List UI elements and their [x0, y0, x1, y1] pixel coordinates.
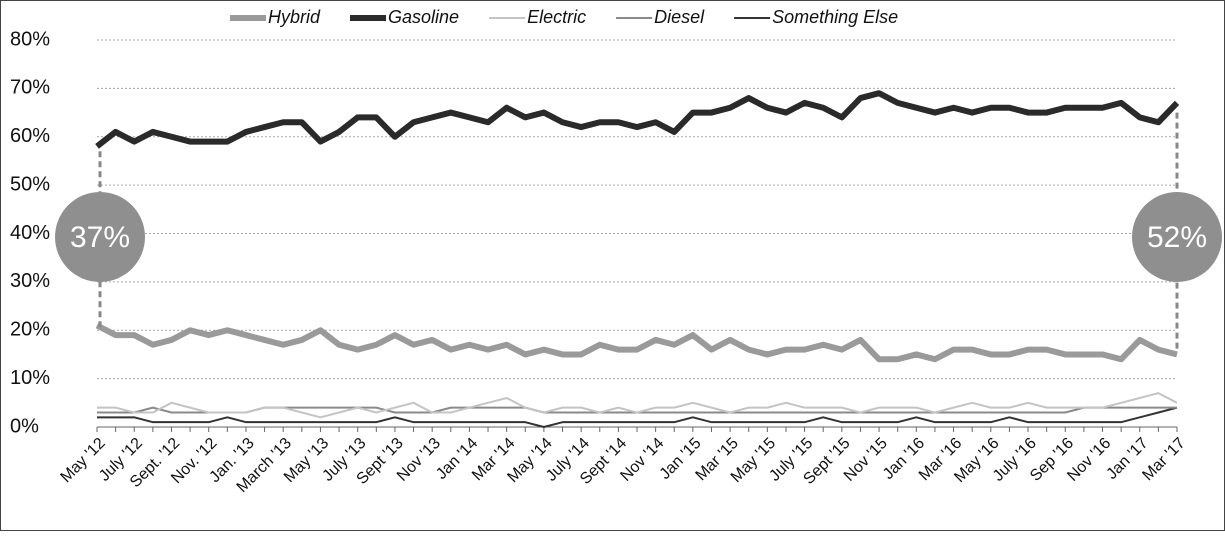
series-line [95, 90, 1180, 149]
annotation-text: 52% [1147, 221, 1207, 254]
series-line [95, 322, 1178, 363]
annotation-text: 37% [70, 221, 130, 254]
legend-label: Diesel [654, 7, 705, 27]
y-tick-label: 20% [10, 319, 50, 341]
y-tick-label: 80% [10, 28, 50, 50]
annotation-circle [55, 192, 145, 282]
series-line [97, 406, 1178, 428]
y-tick-label: 0% [10, 415, 39, 437]
legend: Hybrid Gasoline Electric Diesel Something El… [230, 7, 898, 27]
y-tick-label: 30% [10, 270, 50, 292]
legend-label: Something Else [772, 7, 898, 27]
y-tick-label: 60% [10, 125, 50, 147]
y-tick-label: 10% [10, 367, 50, 389]
y-tick-label: 50% [10, 173, 50, 195]
legend-label: Electric [527, 7, 586, 27]
y-tick-label: 40% [10, 222, 50, 244]
annotation-circle [1132, 192, 1222, 282]
legend-label: Hybrid [268, 7, 321, 27]
legend-label: Gasoline [388, 7, 459, 27]
y-tick-label: 70% [10, 77, 50, 99]
series-line [97, 392, 1178, 419]
